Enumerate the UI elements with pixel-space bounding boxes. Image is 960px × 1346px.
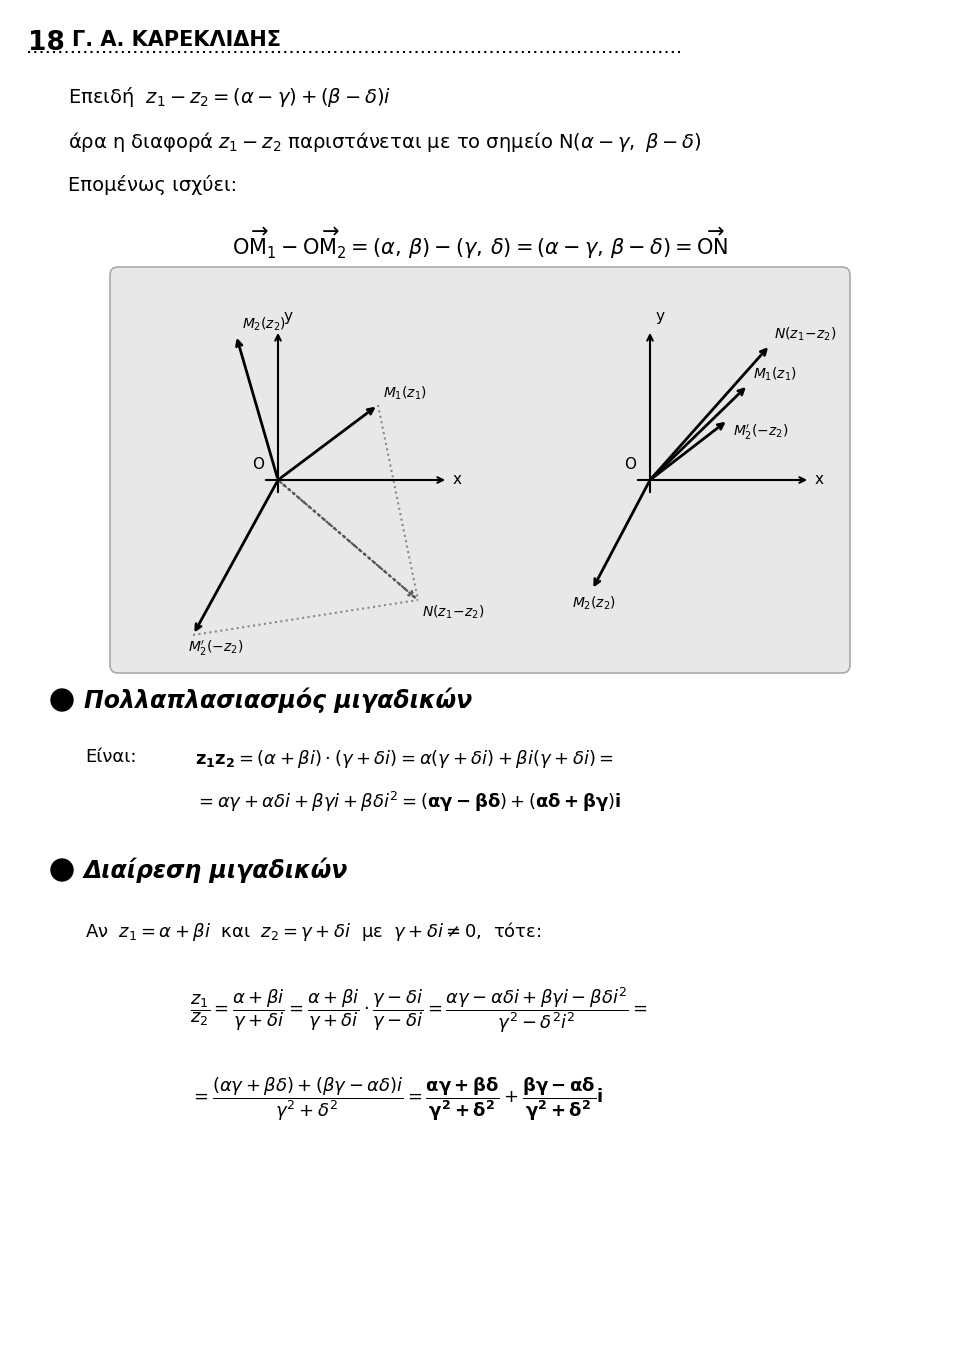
Text: O: O [252,458,264,472]
Text: $= \alpha\gamma + \alpha\delta i + \beta\gamma i + \beta\delta i^2 = (\mathbf{\a: $= \alpha\gamma + \alpha\delta i + \beta… [195,790,621,814]
Text: x: x [815,472,824,487]
Text: $= \dfrac{(\alpha\gamma + \beta\delta) + (\beta\gamma - \alpha\delta)i}{\gamma^2: $= \dfrac{(\alpha\gamma + \beta\delta) +… [190,1075,603,1123]
Text: $\dfrac{z_1}{z_2} = \dfrac{\alpha + \beta i}{\gamma + \delta i} = \dfrac{\alpha : $\dfrac{z_1}{z_2} = \dfrac{\alpha + \bet… [190,985,648,1035]
Text: 18: 18 [28,30,65,57]
Text: O: O [624,458,636,472]
Text: $M_2'(-z_2)$: $M_2'(-z_2)$ [188,639,244,658]
Circle shape [51,689,73,711]
Circle shape [51,859,73,882]
Text: άρα η διαφορά $z_1 - z_2$ παριστάνεται με το σημείο $\mathrm{N}(\alpha - \gamma,: άρα η διαφορά $z_1 - z_2$ παριστάνεται μ… [68,131,702,153]
Text: Αν  $z_1 = \alpha + \beta i$  και  $z_2 = \gamma + \delta i$  με  $\gamma + \del: Αν $z_1 = \alpha + \beta i$ και $z_2 = \… [85,921,541,944]
Text: y: y [283,310,292,324]
Text: Διαίρεση μιγαδικών: Διαίρεση μιγαδικών [84,857,348,883]
Text: Είναι:: Είναι: [85,748,136,766]
Text: $\mathbf{z_1 z_2} = (\alpha + \beta i) \cdot (\gamma + \delta i) = \alpha(\gamma: $\mathbf{z_1 z_2} = (\alpha + \beta i) \… [195,748,613,770]
Text: Πολλαπλασιασμός μιγαδικών: Πολλαπλασιασμός μιγαδικών [84,688,472,713]
Text: x: x [453,472,462,487]
Text: $\overrightarrow{\mathrm{OM}_1} - \overrightarrow{\mathrm{OM}_2} = (\alpha,\, \b: $\overrightarrow{\mathrm{OM}_1} - \overr… [232,225,728,261]
Text: $M_2'(-z_2)$: $M_2'(-z_2)$ [733,423,788,443]
FancyBboxPatch shape [110,267,850,673]
Text: Επομένως ισχύει:: Επομένως ισχύει: [68,175,237,195]
Text: Γ. Α. ΚΑΡΕΚΛΙΔΗΣ: Γ. Α. ΚΑΡΕΚΛΙΔΗΣ [72,30,281,50]
Text: $N(z_1\!-\!z_2)$: $N(z_1\!-\!z_2)$ [774,326,836,343]
Text: y: y [655,310,664,324]
Text: Επειδή  $z_1 - z_2 = (\alpha - \gamma) + (\beta - \delta)i$: Επειδή $z_1 - z_2 = (\alpha - \gamma) + … [68,85,391,109]
Text: $N(z_1\!-\!z_2)$: $N(z_1\!-\!z_2)$ [422,604,484,622]
Text: $M_1(z_1)$: $M_1(z_1)$ [753,366,797,384]
Text: $M_1(z_1)$: $M_1(z_1)$ [383,385,427,402]
Text: $M_2(z_2)$: $M_2(z_2)$ [572,595,616,612]
Text: $M_2(z_2)$: $M_2(z_2)$ [242,315,286,332]
